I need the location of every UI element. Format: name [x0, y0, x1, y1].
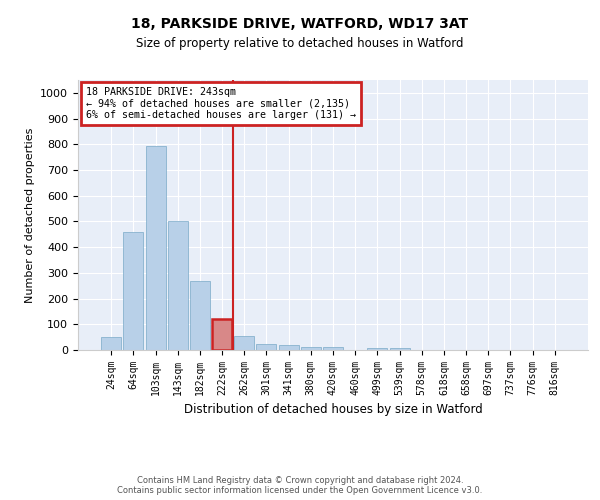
X-axis label: Distribution of detached houses by size in Watford: Distribution of detached houses by size … — [184, 404, 482, 416]
Bar — [301, 347, 321, 350]
Bar — [389, 348, 410, 350]
Text: Size of property relative to detached houses in Watford: Size of property relative to detached ho… — [136, 38, 464, 51]
Bar — [278, 345, 299, 350]
Text: Contains HM Land Registry data © Crown copyright and database right 2024.
Contai: Contains HM Land Registry data © Crown c… — [118, 476, 482, 495]
Bar — [168, 222, 188, 350]
Bar — [190, 280, 210, 350]
Bar — [234, 336, 254, 350]
Bar — [101, 337, 121, 350]
Text: 18 PARKSIDE DRIVE: 243sqm
← 94% of detached houses are smaller (2,135)
6% of sem: 18 PARKSIDE DRIVE: 243sqm ← 94% of detac… — [86, 87, 356, 120]
Y-axis label: Number of detached properties: Number of detached properties — [25, 128, 35, 302]
Text: 18, PARKSIDE DRIVE, WATFORD, WD17 3AT: 18, PARKSIDE DRIVE, WATFORD, WD17 3AT — [131, 18, 469, 32]
Bar — [146, 146, 166, 350]
Bar — [212, 319, 232, 350]
Bar — [367, 348, 388, 350]
Bar — [124, 232, 143, 350]
Bar — [256, 344, 277, 350]
Bar — [323, 347, 343, 350]
